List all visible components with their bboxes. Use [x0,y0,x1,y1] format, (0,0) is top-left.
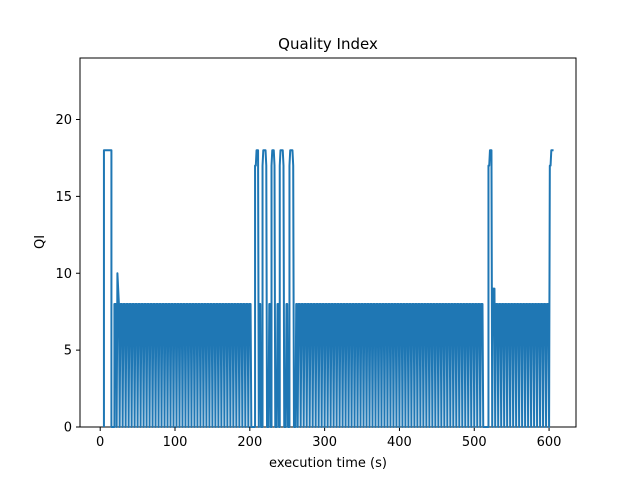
x-axis: 0 100 200 300 400 500 600 [96,427,561,450]
y-axis-label: QI [33,235,48,249]
x-tick-label: 100 [163,435,188,450]
x-tick-label: 300 [312,435,337,450]
y-tick-label: 15 [55,190,72,205]
y-tick-label: 20 [55,113,72,128]
x-tick-label: 500 [462,435,487,450]
y-tick-label: 5 [64,344,72,359]
y-axis: 0 5 10 15 20 [55,113,80,436]
x-tick-label: 0 [96,435,104,450]
series-group [102,149,554,428]
y-tick-label: 0 [64,421,72,436]
y-tick-label: 10 [55,267,72,282]
series-line [102,149,554,428]
chart-title: Quality Index [278,35,378,53]
x-axis-label: execution time (s) [269,456,387,471]
x-tick-label: 600 [537,435,562,450]
x-tick-label: 400 [387,435,412,450]
x-tick-label: 200 [237,435,262,450]
